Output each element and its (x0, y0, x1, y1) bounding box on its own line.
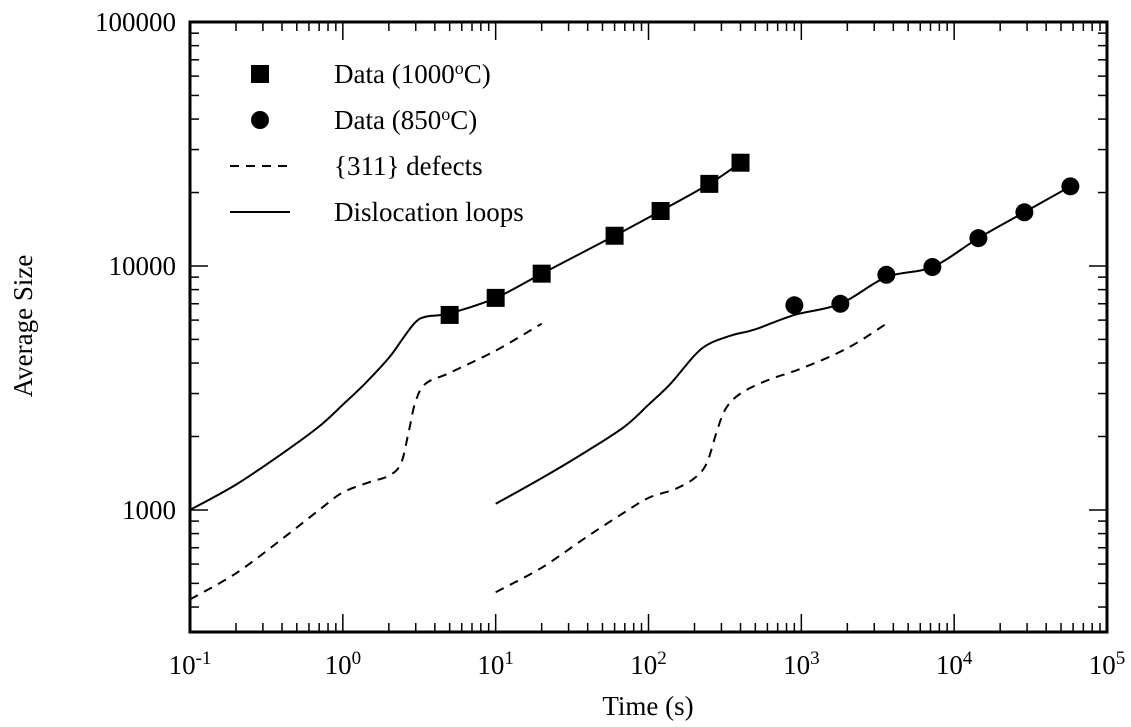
dislocation-loops-curve (189, 161, 742, 511)
plot-frame (188, 20, 1109, 634)
legend-label: Data (1000oC) (334, 58, 491, 89)
x-tick-label: 105 (1089, 648, 1126, 680)
legend-circle-marker (251, 111, 269, 129)
legend-label: {311} defects (334, 151, 483, 181)
x-axis-label: Time (s) (602, 691, 693, 721)
y-tick-label: 10000 (109, 251, 177, 281)
data-point-850c (1015, 203, 1034, 222)
x-tick-label: 101 (477, 648, 513, 680)
axis-ticks (189, 22, 1107, 632)
defects-311-curve (495, 322, 887, 594)
data-point-850c (923, 258, 942, 277)
defects-311-curve (189, 322, 543, 601)
y-tick-label: 1000 (122, 495, 176, 525)
data-point-850c (969, 229, 988, 248)
y-tick-labels: 1000 10000 100000 (95, 7, 176, 525)
fit-curves (189, 161, 1071, 601)
legend-square-marker (251, 65, 269, 83)
x-tick-label: 103 (783, 648, 820, 680)
data-markers (440, 153, 1080, 324)
x-tick-labels: 10-1 100 101 102 103 104 105 (169, 648, 1126, 680)
x-tick-label: 102 (630, 648, 667, 680)
legend-label: Dislocation loops (334, 197, 524, 227)
legend: Data (1000oC) Data (850oC) {311} defects Di… (230, 58, 524, 227)
data-point-1000c (731, 153, 750, 172)
data-point-1000c (700, 174, 719, 193)
dislocation-loops-curve (495, 185, 1071, 505)
data-point-1000c (651, 202, 670, 221)
data-point-1000c (440, 305, 459, 324)
data-point-1000c (486, 288, 505, 307)
data-point-1000c (532, 264, 551, 283)
y-axis-label: Average Size (8, 255, 38, 398)
data-point-850c (831, 294, 850, 313)
x-tick-label: 104 (936, 648, 973, 680)
data-point-850c (1061, 177, 1080, 196)
data-point-850c (785, 296, 804, 315)
data-point-850c (877, 265, 896, 284)
x-tick-label: 10-1 (169, 648, 212, 680)
legend-label: Data (850oC) (334, 104, 477, 135)
data-point-1000c (605, 226, 624, 245)
x-tick-label: 100 (325, 648, 362, 680)
y-tick-label: 100000 (95, 7, 176, 37)
